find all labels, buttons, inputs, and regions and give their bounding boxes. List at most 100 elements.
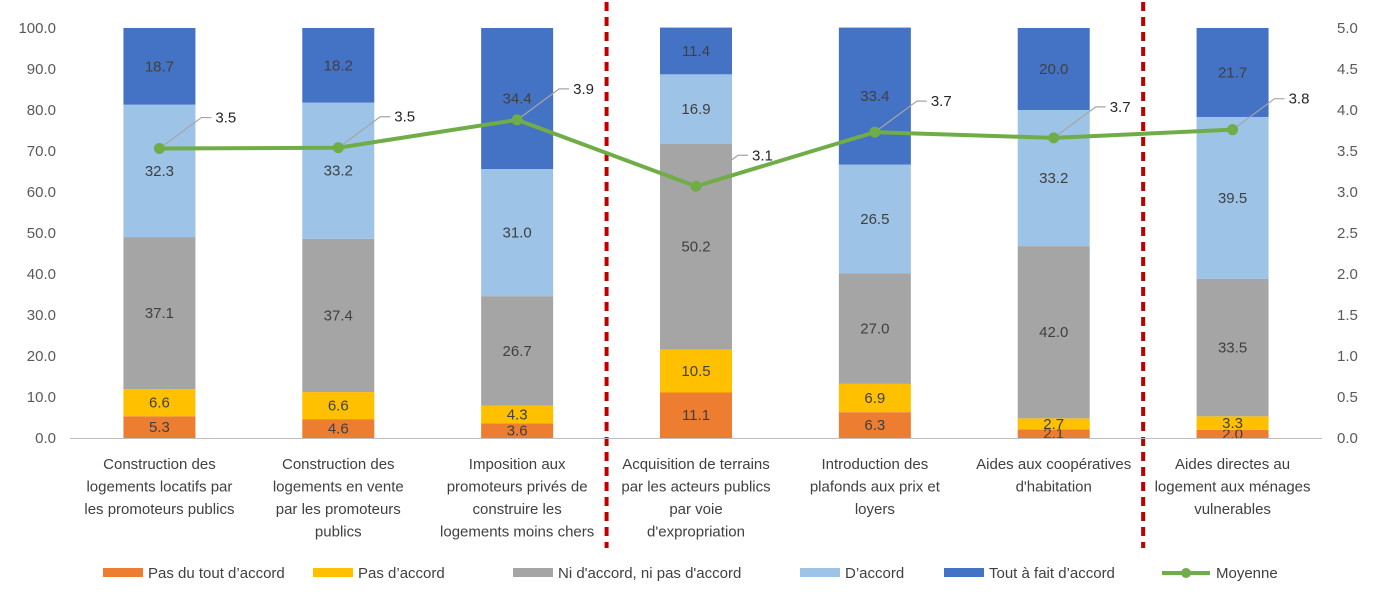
category-label-line: Imposition aux [469,456,566,473]
legend-label: Tout à fait d’accord [989,565,1115,582]
category-label-line: Construction des [282,456,395,473]
callout-leader [874,100,927,133]
legend-swatch [800,568,840,577]
category-label-line: d'habitation [1016,479,1092,496]
bar-segment [1017,246,1090,419]
category-label-line: par les promoteurs [276,501,401,518]
bar-segment [302,419,375,438]
bar-value-label: 33.4 [860,88,889,105]
bar-value-label: 11.1 [682,407,710,424]
left-tick-label: 70.0 [27,143,56,160]
average-value-label: 3.8 [1289,91,1310,108]
bar-segment [481,405,554,424]
category-label-line: logements locatifs par [86,479,232,496]
right-tick-label: 4.0 [1337,102,1358,119]
callout-leader [695,154,748,187]
average-value-label: 3.7 [931,93,952,110]
left-tick-label: 100.0 [18,20,56,37]
bar-segment [123,28,196,105]
legend-swatch [313,568,353,577]
bar-value-label: 33.5 [1218,340,1247,357]
right-tick-label: 0.5 [1337,389,1358,406]
right-tick-label: 5.0 [1337,20,1358,37]
bar-value-label: 26.7 [503,343,532,360]
bar-segment [302,392,375,420]
right-tick-label: 1.0 [1337,348,1358,365]
bar-segment [838,27,911,165]
bar-segment [123,389,196,417]
category-label-line: Introduction des [821,456,928,473]
legend-line-marker [1181,568,1191,578]
legend-swatch [944,568,984,577]
left-tick-label: 0.0 [35,430,56,447]
average-point [153,143,165,155]
category-label-line: vulnerables [1194,501,1271,518]
bar-segment [481,296,554,406]
bar-segment [660,74,732,144]
category-label: Aides aux coopératives d'habitation [976,456,1131,496]
bar-value-label: 3.6 [507,423,528,440]
bar-value-label: 4.6 [328,421,349,438]
bar-value-label: 6.9 [864,390,885,407]
bar-value-label: 21.7 [1218,64,1247,81]
bar-segment [481,423,554,438]
right-tick-label: 3.0 [1337,184,1358,201]
category-label-line: Aides directes au [1175,456,1290,473]
category-label: Introduction des plafonds aux prix et loye… [810,456,941,518]
bar-segment [1017,28,1090,110]
category-label-line: par les acteurs publics [621,479,770,496]
bar-segment [123,416,196,438]
legend-swatch [103,568,143,577]
bar-value-label: 42.0 [1039,324,1068,341]
legend: Pas du tout d’accord Pas d’accord Ni d'acc… [103,565,1278,582]
category-label: Construction des logements locatifs par le… [84,456,234,518]
average-point [1227,124,1239,136]
bar-value-label: 33.2 [1039,170,1068,187]
category-label-line: les promoteurs publics [84,501,234,518]
right-tick-label: 4.5 [1337,61,1358,78]
bar-value-label: 4.3 [507,406,528,423]
average-point [332,142,344,154]
bar-value-label: 18.7 [145,58,174,75]
bar-value-label: 11.4 [682,43,710,60]
average-value-label: 3.5 [394,109,415,126]
left-tick-label: 90.0 [27,61,56,78]
callout-leader [337,116,391,149]
bar-segment [1196,28,1269,117]
legend-swatch [513,568,553,577]
legend-label: Moyenne [1216,565,1278,582]
legend-label: Pas d’accord [358,565,445,582]
average-value-label: 3.9 [573,81,594,98]
right-tick-label: 1.5 [1337,307,1358,324]
left-tick-label: 80.0 [27,102,56,119]
bar-value-label: 6.6 [149,395,170,412]
right-tick-label: 0.0 [1337,430,1358,447]
bar-segment [1196,416,1269,430]
bar-segment [302,102,375,239]
bar-segment [1196,429,1269,438]
bar-segment [838,273,911,384]
bar-value-label: 2.7 [1043,416,1064,433]
bar-segment [660,27,732,75]
category-label-line: promoteurs privés de [447,479,588,496]
callout-leader [1232,98,1285,131]
bar-value-label: 32.3 [145,163,174,180]
left-tick-label: 10.0 [27,389,56,406]
category-label: Imposition aux promoteurs privés de constr… [440,456,594,541]
bar-segment [123,237,196,390]
bar-segment [838,412,911,438]
left-tick-label: 30.0 [27,307,56,324]
left-tick-label: 50.0 [27,225,56,242]
bar-segment [838,383,911,413]
legend-label: Pas du tout d’accord [148,565,285,582]
category-label-line: par voie [669,501,722,518]
bar-value-label: 33.2 [324,163,353,180]
bar-value-label: 5.3 [149,419,170,436]
bar-value-label: 50.2 [681,239,710,256]
right-axis: 0.0 0.5 1.0 1.5 2.0 2.5 3.0 3.5 4.0 4.5 5.0 [1337,20,1358,447]
average-line-layer: 3.5 3.5 3.9 3.1 3.7 3.7 3.8 [153,81,1310,192]
callout-leader [1053,106,1106,139]
category-label-line: Aides aux coopératives [976,456,1131,473]
left-axis: 0.0 10.0 20.0 30.0 40.0 50.0 60.0 70.0 80.0 90.0 1… [18,20,1322,447]
callout-leader [516,88,570,121]
